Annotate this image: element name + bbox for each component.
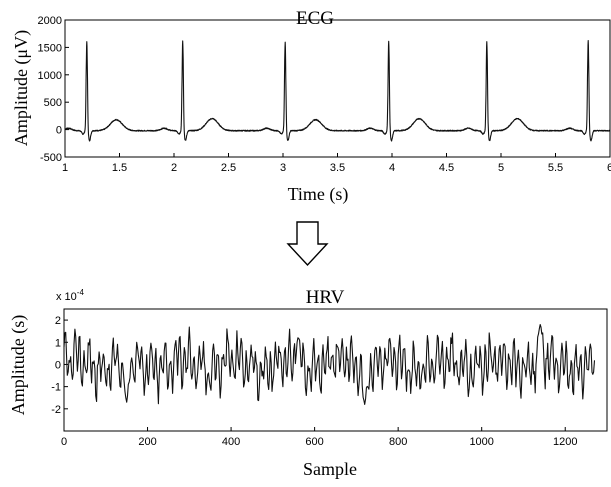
- hrv-y-tick-label: -2: [51, 404, 61, 416]
- hrv-x-tick-label: 1200: [553, 436, 577, 448]
- ecg-y-tick-label: 1500: [38, 42, 62, 54]
- ecg-x-tick-label: 3.5: [330, 162, 345, 174]
- down-arrow-icon: [286, 221, 329, 267]
- hrv-x-tick-label: 600: [305, 436, 323, 448]
- ecg-x-tick-label: 1.5: [112, 162, 127, 174]
- hrv-y-tick-label: 2: [55, 315, 61, 327]
- ecg-x-tick-label: 2: [171, 162, 177, 174]
- hrv-x-tick-label: 400: [222, 436, 240, 448]
- ecg-x-tick-label: 6: [607, 162, 611, 174]
- hrv-plot-frame: [63, 308, 608, 432]
- ecg-y-tick-label: 500: [44, 97, 62, 109]
- hrv-title: HRV: [306, 287, 345, 308]
- hrv-chart: HRV x 10-4 Amplitude (s) Sample 0 200 400 6…: [8, 287, 608, 479]
- ecg-signal-line: [64, 39, 611, 142]
- ecg-x-tick-label: 1: [62, 162, 68, 174]
- ecg-x-tick-label: 2.5: [221, 162, 236, 174]
- hrv-x-tick-label: 200: [138, 436, 156, 448]
- hrv-x-tick-label: 800: [389, 436, 407, 448]
- ecg-axis-ticks: 1 1.5 2 2.5 3 3.5 4 4.5 5 5.5 6 -500 0 500 1000 1500 200…: [38, 15, 611, 174]
- ecg-y-tick-label: 1000: [38, 70, 62, 82]
- ecg-x-axis-label: Time (s): [288, 184, 349, 205]
- hrv-x-tick-label: 0: [61, 436, 67, 448]
- ecg-y-tick-label: 0: [56, 125, 62, 137]
- ecg-x-tick-label: 3: [280, 162, 286, 174]
- hrv-x-axis-label: Sample: [303, 459, 357, 479]
- ecg-chart: ECG Amplitude (μV) Time (s) 1 1.5 2 2.5 3 3.5…: [11, 8, 611, 205]
- ecg-plot-frame: [64, 19, 611, 158]
- ecg-title: ECG: [296, 8, 334, 29]
- ecg-x-tick-label: 5.5: [548, 162, 563, 174]
- hrv-x-tick-label: 1000: [469, 436, 493, 448]
- hrv-y-tick-label: 1: [55, 337, 61, 349]
- hrv-axis-ticks: 0 200 400 600 800 1000 1200 -2 -1 0 1 2: [51, 315, 577, 448]
- ecg-x-tick-label: 5: [498, 162, 504, 174]
- hrv-y-axis-label: Amplitude (s): [8, 315, 29, 416]
- ecg-y-tick-label: -500: [40, 152, 62, 164]
- hrv-y-tick-label: 0: [55, 359, 61, 371]
- ecg-x-tick-label: 4.5: [439, 162, 454, 174]
- ecg-y-axis-label: Amplitude (μV): [11, 30, 32, 146]
- hrv-y-multiplier: x 10-4: [56, 288, 84, 303]
- ecg-y-tick-label: 2000: [38, 15, 62, 27]
- ecg-x-tick-label: 4: [389, 162, 395, 174]
- hrv-y-tick-label: -1: [51, 382, 61, 394]
- hrv-signal-line: [63, 323, 596, 405]
